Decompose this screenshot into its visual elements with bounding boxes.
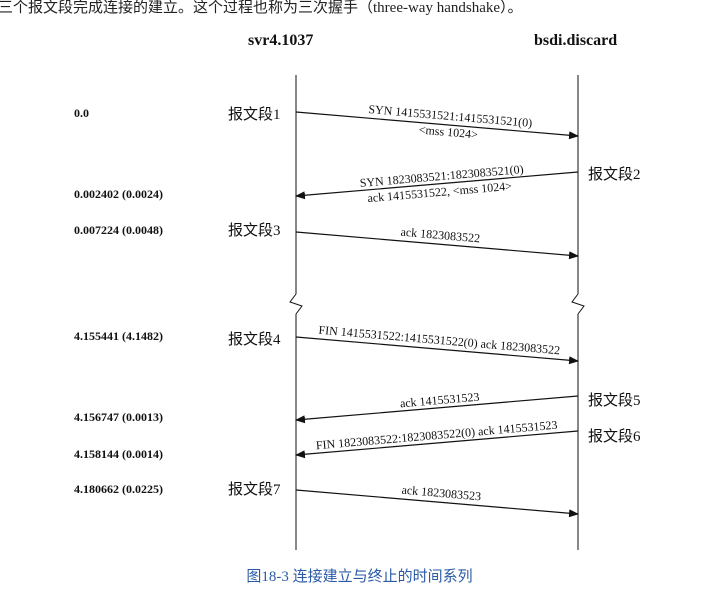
- msg-1-line-2: <mss 1024>: [418, 123, 478, 142]
- client-timeline: [289, 75, 303, 550]
- time-label-4: 4.155441 (4.1482): [74, 329, 163, 343]
- figure-caption: 图18-3 连接建立与终止的时间系列: [246, 569, 473, 585]
- segment-label-3: 报文段3: [228, 223, 281, 239]
- segment-label-7: 报文段7: [228, 482, 281, 498]
- server-timeline: [571, 75, 585, 550]
- time-label-7: 4.180662 (0.0225): [74, 482, 163, 496]
- msg-4-line-1: FIN 1415531522:1415531522(0) ack 1823083…: [318, 323, 561, 358]
- msg-3-line-1: ack 1823083522: [400, 225, 481, 246]
- arrow-segment-5: [295, 395, 579, 424]
- segment-label-5: 报文段5: [588, 393, 641, 409]
- arrow-segment-3: [295, 231, 579, 260]
- time-label-2: 0.002402 (0.0024): [74, 187, 163, 201]
- time-label-3: 0.007224 (0.0048): [74, 223, 163, 237]
- segment-label-6: 报文段6: [588, 429, 641, 445]
- time-label-6: 4.158144 (0.0014): [74, 447, 163, 461]
- time-label-5: 4.156747 (0.0013): [74, 410, 163, 424]
- msg-6-line-1: FIN 1823083522:1823083522(0) ack 1415531…: [315, 418, 558, 453]
- arrow-segment-4: [295, 336, 579, 365]
- arrow-segment-6: [295, 430, 579, 459]
- segment-label-4: 报文段4: [228, 332, 281, 348]
- segment-label-2: 报文段2: [588, 167, 641, 183]
- msg-7-line-1: ack 1823083523: [401, 483, 482, 504]
- segment-label-1: 报文段1: [228, 107, 281, 123]
- time-label-1: 0.0: [74, 106, 89, 120]
- client-host-label: svr4.1037: [248, 32, 314, 49]
- arrow-segment-7: [295, 489, 579, 518]
- server-host-label: bsdi.discard: [534, 32, 618, 49]
- arrow-segment-2: [295, 171, 579, 200]
- msg-5-line-1: ack 1415531523: [399, 390, 480, 411]
- arrow-segment-1: [295, 111, 579, 140]
- preceding-text-line: 三个报文段完成连接的建立。这个过程也称为三次握手（three-way hands…: [0, 0, 523, 16]
